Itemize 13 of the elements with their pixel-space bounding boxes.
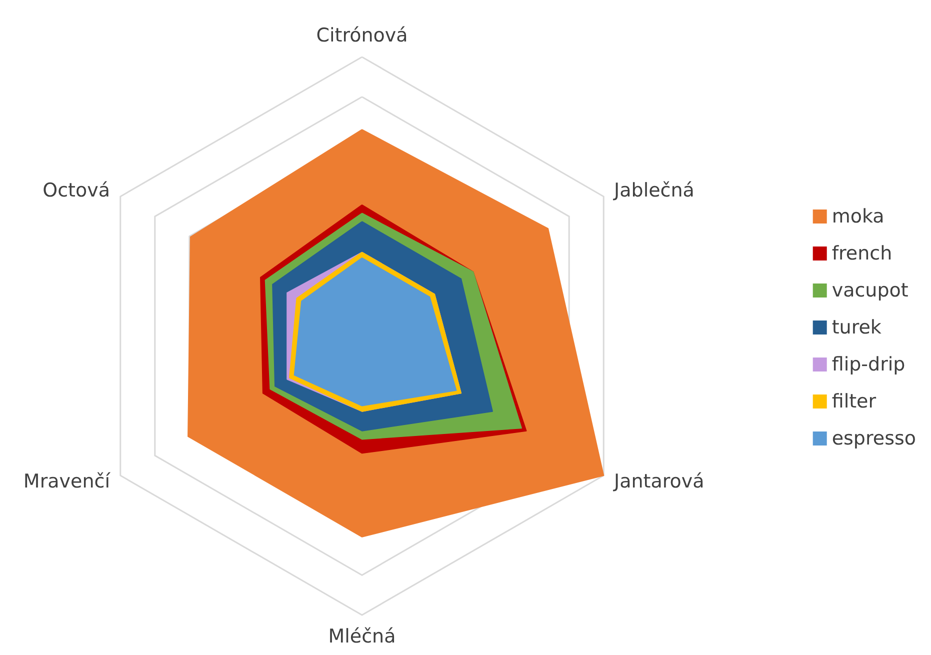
legend-label: french: [832, 242, 892, 264]
spoke-label: Mravenčí: [23, 470, 111, 492]
spoke-label: Jablečná: [613, 180, 694, 202]
legend-label: turek: [832, 316, 882, 338]
legend-label: vacupot: [832, 280, 908, 302]
legend-label: espresso: [832, 428, 916, 450]
spoke-label: Jantarová: [613, 470, 704, 492]
spoke-label: Citrónová: [316, 24, 408, 46]
spoke-label: Mléčná: [328, 626, 396, 648]
spoke-label: Octová: [42, 180, 110, 202]
legend-label: flip-drip: [832, 354, 906, 376]
legend-label: moka: [832, 206, 884, 228]
legend-label: filter: [832, 390, 876, 412]
